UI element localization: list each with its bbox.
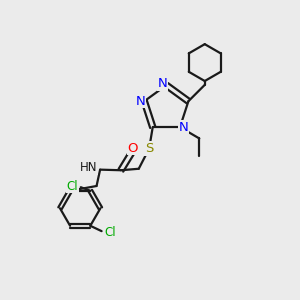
Text: Cl: Cl (67, 179, 78, 193)
Text: N: N (179, 121, 188, 134)
Text: N: N (158, 77, 168, 90)
Text: Cl: Cl (104, 226, 116, 239)
Text: O: O (128, 142, 138, 155)
Text: HN: HN (80, 161, 98, 174)
Text: S: S (145, 142, 153, 155)
Text: N: N (136, 95, 146, 108)
